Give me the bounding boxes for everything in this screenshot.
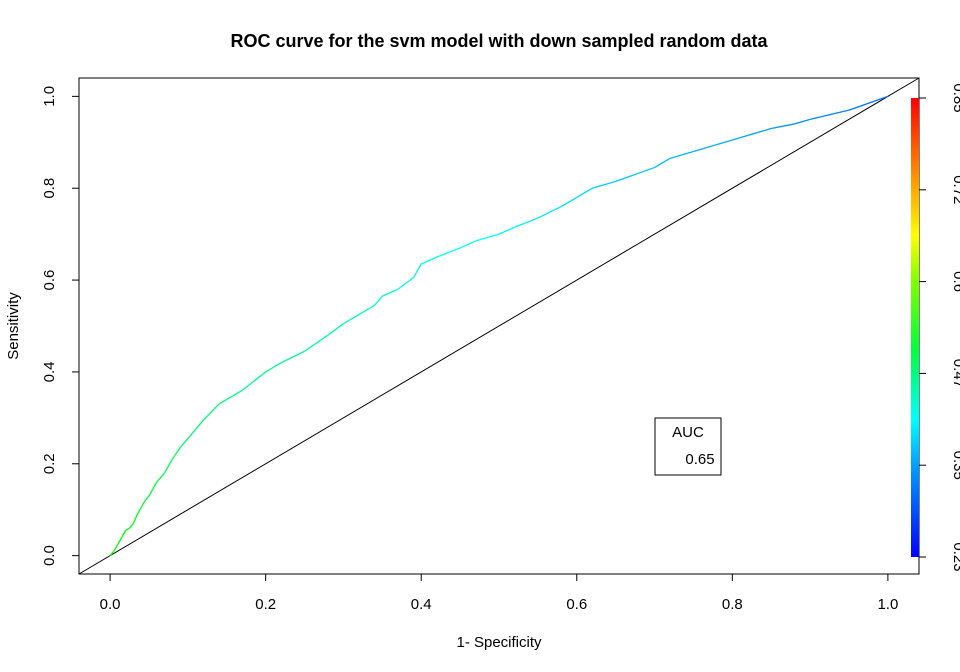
roc-curve-segment (576, 187, 593, 198)
y-axis-label: Sensitivity (5, 292, 22, 360)
y-tick-label: 0.2 (41, 453, 58, 474)
x-axis-label: 1- Specificity (456, 634, 542, 651)
roc-curve-segment (794, 118, 811, 125)
roc-curve-segment (459, 240, 476, 249)
colorbar (911, 98, 919, 557)
roc-curve-segment (226, 389, 243, 401)
colorbar-tick-label: 0.6 (950, 271, 960, 292)
roc-curve-segment (202, 403, 220, 421)
roc-curve-segment (179, 438, 189, 449)
auc-legend: AUC 0.65 (654, 417, 722, 476)
y-axis: 0.0 0.2 0.4 0.6 0.8 1.0 (41, 86, 79, 566)
roc-curve-segment (109, 550, 115, 557)
roc-curve-segment (218, 398, 228, 405)
roc-curve-segment (732, 134, 749, 141)
legend-title: AUC (672, 424, 704, 441)
roc-curve-segment (327, 323, 344, 336)
roc-curve-segment (265, 362, 282, 373)
roc-curve (109, 95, 889, 557)
roc-curve-segment (498, 226, 515, 235)
roc-curve-segment (136, 507, 142, 515)
roc-curve-segment (125, 527, 130, 531)
roc-curve-segment (848, 95, 889, 111)
roc-curve-segment (187, 419, 204, 439)
roc-curve-segment (374, 295, 383, 306)
roc-curve-segment (129, 523, 134, 529)
roc-curve-segment (241, 371, 267, 391)
colorbar-tick-label: 0.23 (950, 542, 960, 571)
roc-curve-segment (382, 288, 399, 297)
roc-curve-segment (592, 180, 616, 189)
roc-curve-segment (420, 256, 438, 265)
colorbar-axis: 0.23 0.35 0.47 0.6 0.72 0.85 (919, 83, 960, 572)
roc-curve-segment (280, 350, 305, 364)
roc-curve-segment (475, 233, 500, 242)
chart-title: ROC curve for the svm model with down sa… (230, 31, 768, 51)
roc-curve-segment (144, 495, 150, 501)
diagonal-reference-line (78, 77, 920, 575)
colorbar-tick-label: 0.35 (950, 451, 960, 480)
roc-curve-segment (304, 334, 329, 352)
x-tick-label: 0.0 (100, 596, 121, 613)
x-tick-label: 0.6 (566, 596, 587, 613)
roc-curve-segment (132, 514, 138, 524)
roc-curve-segment (113, 543, 119, 552)
roc-curve-segment (654, 157, 671, 169)
roc-curve-segment (397, 277, 414, 290)
roc-curve-segment (747, 127, 772, 137)
roc-curve-segment (140, 500, 146, 508)
y-tick-label: 0.0 (41, 545, 58, 566)
x-tick-label: 0.2 (255, 596, 276, 613)
x-tick-label: 1.0 (877, 596, 898, 613)
roc-curve-segment (669, 150, 694, 159)
colorbar-tick-label: 0.47 (950, 359, 960, 388)
roc-curve-segment (358, 304, 375, 316)
y-tick-label: 0.4 (41, 361, 58, 382)
roc-curve-segment (163, 458, 173, 474)
roc-curve-segment (148, 481, 158, 497)
roc-curve-segment (117, 536, 123, 545)
roc-curve-segment (156, 472, 166, 483)
legend-box (654, 417, 722, 476)
roc-curve-segment (514, 217, 539, 228)
roc-curve-segment (693, 139, 733, 153)
roc-curve-segment (171, 447, 181, 460)
y-tick-label: 0.8 (41, 178, 58, 199)
roc-curve-segment (615, 166, 655, 182)
y-tick-label: 0.6 (41, 270, 58, 291)
roc-curve-segment (537, 206, 562, 219)
x-tick-label: 0.8 (722, 596, 743, 613)
roc-curve-segment (412, 263, 422, 279)
roc-curve-segment (771, 123, 795, 130)
x-axis: 0.0 0.2 0.4 0.6 0.8 1.0 (100, 574, 898, 613)
y-tick-label: 1.0 (41, 86, 58, 107)
legend-auc-value: 0.65 (685, 451, 714, 468)
colorbar-tick-label: 0.72 (950, 175, 960, 204)
x-tick-label: 0.4 (411, 596, 432, 613)
roc-curve-segment (343, 313, 360, 325)
roc-curve-segment (809, 109, 850, 120)
roc-curve-segment (121, 530, 127, 538)
roc-curve-segment (436, 247, 461, 258)
colorbar-tick-label: 0.85 (950, 83, 960, 112)
roc-curve-segment (560, 196, 578, 208)
